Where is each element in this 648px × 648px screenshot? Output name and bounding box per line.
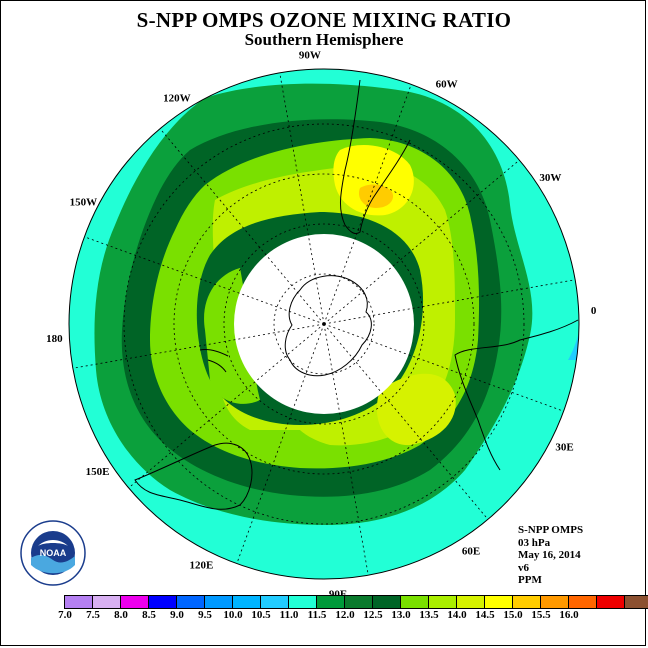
colorbar-tick-label: 10.0 — [223, 609, 243, 621]
colorbar-swatch — [401, 596, 429, 608]
colorbar-swatch — [569, 596, 597, 608]
colorbar-swatch — [373, 596, 401, 608]
longitude-label: 0 — [591, 305, 597, 317]
colorbar — [64, 595, 648, 609]
field-peak-orange — [358, 184, 394, 208]
colorbar-tick-label: 14.5 — [475, 609, 495, 621]
longitude-label: 180 — [46, 333, 63, 345]
info-block: S-NPP OMPS 03 hPa May 16, 2014 v6 PPM — [518, 524, 583, 587]
longitude-label: 30W — [539, 172, 561, 184]
longitude-label: 90W — [299, 49, 321, 61]
colorbar-tick-label: 15.5 — [531, 609, 551, 621]
colorbar-swatch — [205, 596, 233, 608]
colorbar-tick-label: 7.5 — [86, 609, 100, 621]
field-layer — [69, 69, 579, 579]
info-pressure: 03 hPa — [518, 536, 551, 549]
longitude-label: 120W — [163, 93, 191, 105]
info-date: May 16, 2014 — [518, 549, 581, 561]
colorbar-swatch — [261, 596, 289, 608]
colorbar-swatch — [65, 596, 93, 608]
colorbar-tick-label: 16.0 — [559, 609, 579, 621]
latitude-circle — [123, 123, 525, 525]
longitude-label: 150E — [86, 466, 110, 478]
field-inner-lime — [204, 268, 260, 404]
colorbar-tick-label: 13.0 — [391, 609, 411, 621]
page-title: S-NPP OMPS OZONE MIXING RATIO — [136, 8, 512, 32]
field-se-patch — [376, 373, 456, 446]
colorbar-swatch — [513, 596, 541, 608]
latitude-circle — [223, 223, 425, 425]
colorbar-swatch — [485, 596, 513, 608]
info-version: v6 — [518, 561, 529, 574]
latitude-circle — [173, 173, 475, 475]
antarctica-coast — [284, 275, 372, 377]
colorbar-swatch — [93, 596, 121, 608]
colorbar-swatch — [121, 596, 149, 608]
longitude-label: 60E — [462, 545, 480, 557]
south-pole-marker — [322, 322, 326, 326]
colorbar-tick-label: 8.5 — [142, 609, 156, 621]
longitude-label: 150W — [70, 196, 98, 208]
longitude-label: 60W — [436, 78, 458, 90]
colorbar-tick-label: 9.0 — [170, 609, 184, 621]
colorbar-tick-label: 8.0 — [114, 609, 128, 621]
page-subtitle: Southern Hemisphere — [244, 30, 404, 49]
longitude-label: 120E — [189, 560, 213, 572]
colorbar-swatch — [541, 596, 569, 608]
latitude-circle — [273, 273, 375, 375]
colorbar-tick-label: 10.5 — [251, 609, 271, 621]
colorbar-tick-label: 12.5 — [363, 609, 383, 621]
noaa-logo-text: NOAA — [40, 548, 67, 558]
colorbar-swatch — [625, 596, 648, 608]
colorbar-swatch — [233, 596, 261, 608]
new-zealand-coast — [199, 349, 229, 373]
africa-coast — [454, 319, 579, 471]
colorbar-tick-label: 7.0 — [58, 609, 72, 621]
south-america-coast — [340, 79, 411, 235]
colorbar-tick-label: 11.5 — [307, 609, 327, 621]
info-instrument: S-NPP OMPS — [518, 524, 584, 536]
colorbar-tick-label: 9.5 — [198, 609, 212, 621]
info-units: PPM — [518, 574, 542, 586]
colorbar-swatch — [345, 596, 373, 608]
colorbar-ticks: 7.0 7.5 8.0 8.5 9.0 9.5 10.0 10.5 11.0 11.5 12.0 12… — [50, 609, 610, 623]
colorbar-swatch — [149, 596, 177, 608]
australia-coast — [134, 442, 253, 510]
colorbar-tick-label: 14.0 — [447, 609, 467, 621]
colorbar-tick-label: 12.0 — [335, 609, 355, 621]
colorbar-swatch — [317, 596, 345, 608]
colorbar-swatch — [429, 596, 457, 608]
map-border — [68, 68, 580, 580]
longitude-label: 30E — [555, 442, 573, 454]
colorbar-swatch — [457, 596, 485, 608]
coastlines — [134, 79, 579, 510]
colorbar-swatch — [289, 596, 317, 608]
field-peak-yellow — [333, 145, 414, 216]
colorbar-tick-label: 11.0 — [279, 609, 299, 621]
graticule — [72, 72, 576, 576]
colorbar-tick-label: 15.0 — [503, 609, 523, 621]
colorbar-swatch — [597, 596, 625, 608]
colorbar-swatch — [177, 596, 205, 608]
noaa-logo: NOAA — [20, 520, 86, 586]
colorbar-tick-label: 13.5 — [419, 609, 439, 621]
